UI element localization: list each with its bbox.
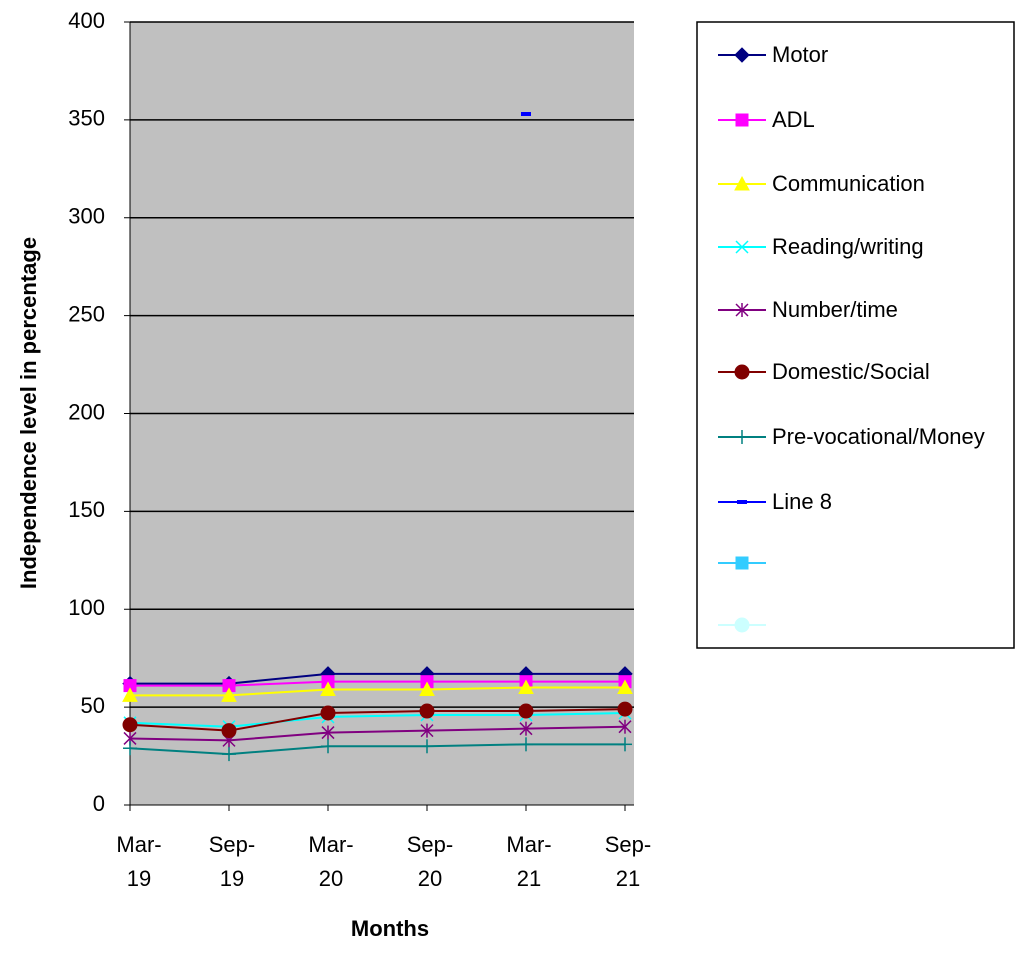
marker [617, 701, 633, 717]
marker-part [518, 679, 534, 695]
marker-part [518, 703, 534, 719]
marker-part [320, 705, 336, 721]
series-line [130, 686, 625, 697]
marker [122, 717, 138, 733]
legend-label: Motor [772, 42, 829, 67]
marker-part [122, 687, 138, 702]
series-line [130, 680, 625, 687]
marker-part [320, 681, 336, 697]
legend-label: Reading/writing [772, 234, 924, 259]
legend-label: Number/time [772, 297, 898, 322]
marker [518, 679, 534, 695]
marker-part [521, 112, 531, 117]
legend-label: ADL [772, 107, 815, 132]
series-line [130, 672, 625, 685]
marker [221, 723, 237, 739]
marker [123, 741, 137, 756]
marker [734, 617, 750, 633]
marker [737, 500, 747, 504]
y-tick-label: 350 [68, 106, 105, 131]
marker-part [735, 556, 749, 570]
series-line [129, 711, 626, 728]
marker [320, 681, 336, 697]
x-tick-label: Sep-20 [406, 832, 454, 891]
marker [734, 47, 750, 63]
marker-part [734, 364, 750, 380]
x-tick-label: Sep-21 [604, 832, 652, 891]
marker [618, 719, 632, 734]
x-tick-label: Mar-20 [308, 832, 354, 891]
legend-box [696, 21, 1015, 649]
marker [320, 705, 336, 721]
marker-part [122, 717, 138, 733]
y-axis-title: Independence level in percentage [16, 237, 41, 589]
x-tick-label: Mar-19 [116, 832, 162, 891]
marker [222, 747, 236, 762]
legend-label: Pre-vocational/Money [772, 424, 985, 449]
marker [734, 175, 750, 191]
y-tick-label: 200 [68, 399, 105, 424]
marker [519, 721, 533, 736]
x-tick-label: Mar-21 [506, 832, 552, 891]
y-tick-label: 300 [68, 204, 105, 229]
marker [321, 725, 335, 740]
legend-label: Domestic/Social [772, 359, 930, 384]
series-line [129, 743, 625, 756]
marker [122, 687, 138, 702]
marker [617, 679, 633, 695]
marker-part [419, 703, 435, 719]
y-tick-label: 250 [68, 301, 105, 326]
marker-part [734, 617, 750, 633]
marker-part [419, 681, 435, 697]
marker [735, 430, 749, 444]
marker [321, 739, 335, 754]
marker-part [737, 500, 747, 504]
marker-part [617, 679, 633, 695]
marker [735, 303, 749, 317]
legend-label: Communication [772, 171, 925, 196]
marker-part [735, 113, 749, 127]
marker [618, 737, 632, 752]
series-line [129, 725, 626, 742]
marker-part [617, 701, 633, 717]
marker [735, 113, 749, 127]
marker [221, 687, 237, 702]
series-line [129, 708, 626, 732]
marker [419, 703, 435, 719]
x-axis-title: Months [351, 916, 429, 941]
y-tick-label: 400 [68, 8, 105, 33]
y-tick-label: 50 [81, 693, 105, 718]
marker-part [221, 687, 237, 702]
marker [420, 739, 434, 754]
y-tick-label: 150 [68, 497, 105, 522]
marker [734, 364, 750, 380]
marker [419, 681, 435, 697]
y-tick-label: 0 [93, 791, 105, 816]
x-tick-label: Sep-19 [208, 832, 256, 891]
marker [420, 723, 434, 738]
marker [518, 703, 534, 719]
marker [735, 240, 749, 254]
legend-label: Line 8 [772, 489, 832, 514]
y-tick-label: 100 [68, 595, 105, 620]
marker-part [735, 240, 749, 254]
marker [521, 112, 531, 117]
marker [519, 737, 533, 752]
marker-part [221, 723, 237, 739]
marker-part [734, 47, 750, 63]
marker-part [734, 175, 750, 191]
marker [735, 556, 749, 570]
